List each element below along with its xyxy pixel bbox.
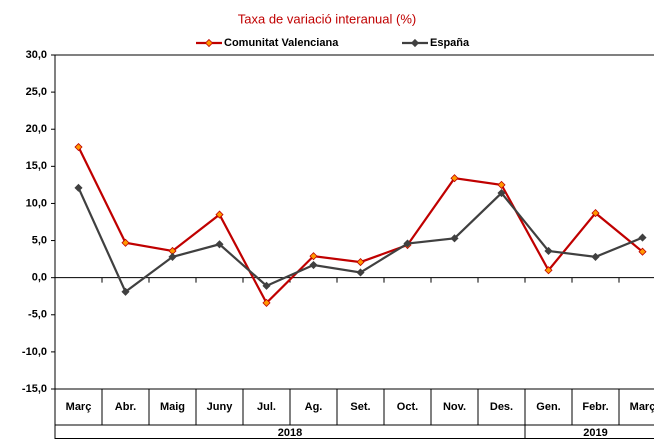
data-point	[309, 252, 318, 261]
data-point	[168, 252, 177, 261]
y-tick-label: 30,0	[26, 49, 47, 61]
data-point	[591, 209, 600, 218]
data-point	[74, 142, 83, 152]
plot-frame	[54, 54, 654, 390]
data-point	[215, 210, 224, 219]
data-point	[215, 240, 224, 249]
data-point	[121, 238, 130, 247]
x-tick-label: Set.	[350, 401, 370, 413]
data-point	[544, 246, 553, 256]
x-tick-label: Oct.	[397, 401, 418, 413]
x-tick-label: Jul.	[257, 401, 276, 413]
data-point	[450, 174, 459, 183]
y-tick-label: 20,0	[26, 123, 47, 135]
y-tick-label: -10,0	[22, 346, 47, 358]
data-point	[638, 247, 647, 256]
y-tick-label: 25,0	[26, 86, 47, 98]
x-tick-label: Març	[66, 401, 92, 413]
data-point	[497, 180, 506, 189]
x-tick-label: Febr.	[582, 401, 608, 413]
y-tick-label: 5,0	[32, 234, 47, 246]
data-point	[262, 298, 271, 307]
data-point	[497, 188, 506, 198]
data-point	[403, 239, 412, 248]
y-tick-label: -15,0	[22, 383, 47, 395]
legend-label: España	[430, 37, 470, 49]
x-tick-label: Abr.	[115, 401, 136, 413]
x-tick-label: Nov.	[443, 401, 466, 413]
data-point	[356, 268, 365, 277]
data-point	[450, 234, 459, 243]
data-point	[591, 252, 600, 261]
y-tick-label: 10,0	[26, 197, 47, 209]
legend-marker	[204, 38, 214, 48]
x-tick-label: Ag.	[305, 401, 323, 413]
data-point	[74, 183, 83, 192]
x-tick-label: Des.	[490, 401, 513, 413]
x-tick-label: Juny	[207, 401, 234, 413]
x-tick-label: Gen.	[536, 401, 560, 413]
group-label: 2019	[583, 427, 607, 439]
y-tick-label: 15,0	[26, 160, 47, 172]
data-point	[356, 258, 365, 267]
data-point	[638, 233, 647, 242]
x-tick-label: Maig	[160, 401, 185, 413]
data-point	[544, 266, 553, 275]
group-label: 2018	[278, 427, 302, 439]
data-point	[309, 260, 318, 270]
y-tick-label: -5,0	[28, 309, 47, 321]
data-point	[262, 281, 271, 290]
legend-marker	[410, 38, 420, 48]
data-point	[121, 287, 130, 296]
y-tick-label: 0,0	[32, 272, 47, 284]
series-line	[77, 146, 644, 305]
legend-label: Comunitat Valenciana	[224, 37, 339, 49]
chart-subtitle: Taxa de variació interanual (%)	[238, 11, 416, 26]
x-tick-label: Març	[630, 401, 654, 413]
